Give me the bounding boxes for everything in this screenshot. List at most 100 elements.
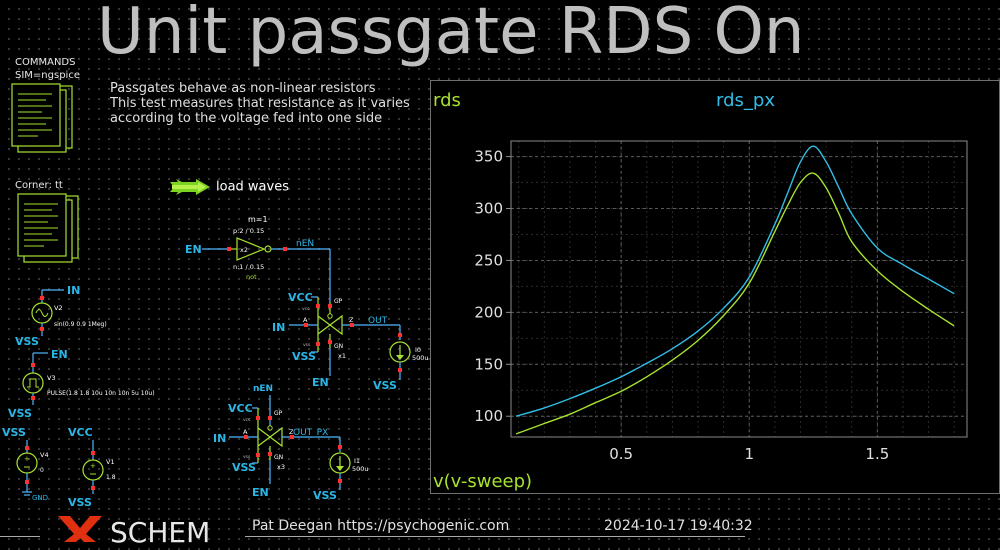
pin <box>91 486 95 490</box>
current-source-i1[interactable]: I1 500u VSS <box>313 437 369 502</box>
footer-timestamp: 2024-10-17 19:40:32 <box>604 518 753 534</box>
v1-bottom-net: VSS <box>68 496 92 509</box>
inverter-x2[interactable]: m=1 p:2 / 0.15 n:1 / 0.15 not EN x2 nEN <box>185 215 331 302</box>
sine-wave-icon <box>35 309 49 317</box>
pin <box>268 416 272 420</box>
pg2-vcc-pin: vcc <box>243 418 251 423</box>
current-arrow-head <box>396 355 404 360</box>
chart-grid <box>511 141 967 437</box>
v2-name: V2 <box>54 304 63 312</box>
chart-svg[interactable]: rds rds_px 0.5 1 1.5 100 150 200 250 300 350 v(v… <box>431 81 1000 495</box>
inverter-p-param: p:2 / 0.15 <box>233 227 264 235</box>
pg2-output-net: OUT_PX <box>293 428 328 438</box>
voltage-source-v1[interactable]: VCC + V1 1.8 VSS <box>68 426 116 509</box>
inverter-m-param: m=1 <box>248 215 268 224</box>
commands-block[interactable]: COMMANDS SIM=ngspice <box>15 56 80 82</box>
pin <box>268 452 272 456</box>
xschem-logo-text: SCHEM <box>110 516 211 549</box>
pg1-vss-pin: vss <box>303 343 311 348</box>
x-tick-label: 1.5 <box>865 445 889 463</box>
pin <box>227 247 231 251</box>
pin <box>316 342 320 346</box>
passgate-x3[interactable]: nEN VCC vcc GP GN x3 vss VSS IN A Z OUT_… <box>213 384 340 499</box>
pg2-enable-net: EN <box>252 486 269 499</box>
v2-value: sin(0.9 0.9 1Meg) <box>54 321 107 328</box>
series-rds-line[interactable] <box>515 172 955 435</box>
description-line: Passgates behave as non-linear resistors <box>110 81 376 96</box>
v4-bottom-net: GND <box>32 494 48 502</box>
x-axis-label: v(v-sweep) <box>433 471 532 492</box>
arrow-right-icon <box>170 179 210 195</box>
pin <box>40 296 44 300</box>
v2-vss-net: VSS <box>15 335 39 348</box>
load-waves-launcher[interactable]: load waves <box>170 179 289 195</box>
pg2-vss-net: VSS <box>232 461 256 474</box>
y-tick-label: 250 <box>474 251 503 269</box>
v4-top-net: VSS <box>2 426 26 439</box>
pg2-gp-pin: GP <box>274 410 283 417</box>
v3-vss-net: VSS <box>8 407 32 420</box>
pin <box>338 479 342 483</box>
chart-series <box>515 145 955 435</box>
pin <box>256 453 260 457</box>
pin <box>398 368 402 372</box>
plot-frame <box>510 140 968 438</box>
inverter-input-net: EN <box>185 243 202 256</box>
inverter-cell-name: not <box>246 273 257 281</box>
v3-name: V3 <box>47 374 56 382</box>
pin <box>398 333 402 337</box>
voltage-source-v2[interactable]: IN + V2 sin(0.9 0.9 1Meg) VSS <box>15 284 107 348</box>
commands-doc-icon[interactable] <box>8 82 78 154</box>
pin <box>328 304 332 308</box>
pin <box>25 480 29 484</box>
legend-rds-px[interactable]: rds_px <box>716 90 775 111</box>
pin <box>244 435 248 439</box>
corner-doc-icon[interactable] <box>14 192 84 264</box>
pg1-a-pin: A <box>303 316 308 324</box>
v4-value: 0 <box>40 467 44 474</box>
v4-name: V4 <box>40 451 49 459</box>
y-tick-label: 300 <box>474 200 503 218</box>
pg1-vcc-pin: vcc <box>302 307 310 312</box>
pin <box>256 416 260 420</box>
current-source-i0[interactable]: I0 500u VSS <box>373 325 429 392</box>
legend-rds[interactable]: rds <box>433 90 461 111</box>
pg1-vss-net: VSS <box>292 350 316 363</box>
page-title: Unit passgate RDS On <box>97 0 805 69</box>
pg2-z-pin: Z <box>289 428 294 436</box>
inverter-bubble <box>264 245 272 253</box>
description-line: This test measures that resistance as it… <box>110 96 410 111</box>
passgate-x1[interactable]: VCC vcc GP GN x1 vss VSS IN A Z OUT EN <box>272 291 400 389</box>
pg2-vss-pin: vss <box>243 455 251 460</box>
pg1-vcc-net: VCC <box>288 291 313 304</box>
plus-sign: + <box>24 455 30 463</box>
pg1-output-net: OUT <box>368 316 388 326</box>
pin <box>338 445 342 449</box>
pg2-instance: x3 <box>277 463 285 471</box>
gate-bubble <box>327 313 333 319</box>
pin <box>25 446 29 450</box>
voltage-source-v4[interactable]: VSS + V4 0 GND <box>2 426 49 502</box>
i1-vss-net: VSS <box>313 489 337 502</box>
pin <box>304 323 308 327</box>
footer-divider-left <box>0 536 40 537</box>
load-waves-label: load waves <box>216 179 289 195</box>
pin <box>328 340 332 344</box>
pin <box>316 304 320 308</box>
corner-label: Corner: tt <box>15 180 63 191</box>
series-rds-px-line[interactable] <box>515 145 955 417</box>
corner-block[interactable]: Corner: tt <box>15 180 63 191</box>
pulse-source-symbol <box>22 372 44 394</box>
waveform-graph[interactable]: rds rds_px 0.5 1 1.5 100 150 200 250 300 350 v(v… <box>430 80 1000 494</box>
i0-value: 500u <box>412 354 429 362</box>
schematic-canvas[interactable]: m=1 p:2 / 0.15 n:1 / 0.15 not EN x2 nEN … <box>0 0 430 515</box>
v3-net: EN <box>51 348 68 361</box>
voltage-source-v3[interactable]: EN V3 PULSE(1.8 1.8 10u 10n 10n 5u 10u) … <box>8 348 155 420</box>
pg1-input-net: IN <box>272 321 285 334</box>
i1-value: 500u <box>352 465 369 473</box>
pin <box>91 451 95 455</box>
pg1-enable-net: EN <box>312 376 329 389</box>
y-tick-label: 350 <box>474 148 503 166</box>
pg1-gp-pin: GP <box>334 298 343 305</box>
x-tick-label: 0.5 <box>609 445 633 463</box>
